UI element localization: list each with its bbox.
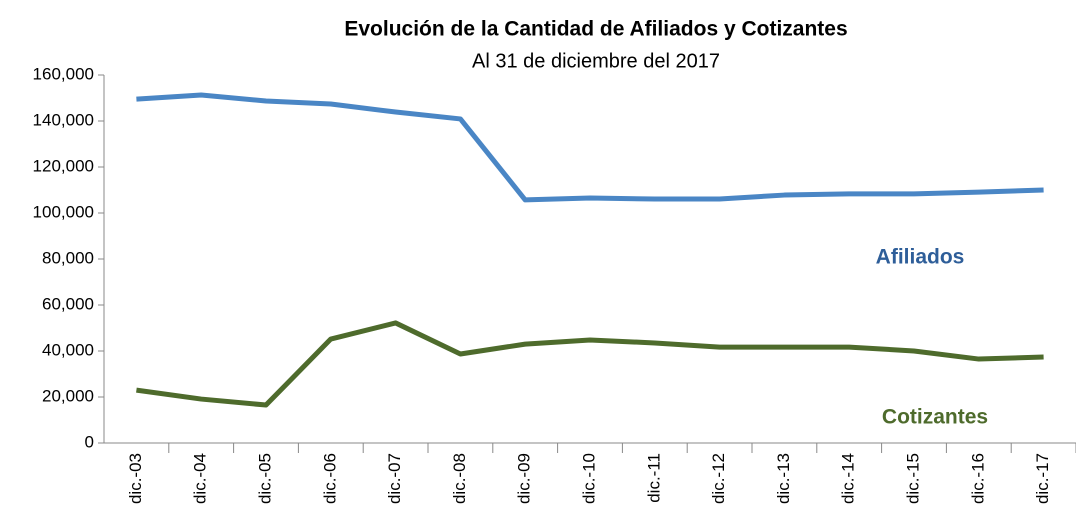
x-tick-label: dic.-17 bbox=[1033, 453, 1052, 504]
x-tick-label: dic.-15 bbox=[903, 453, 922, 504]
y-tick-label: 100,000 bbox=[33, 202, 94, 221]
x-tick-label: dic.-13 bbox=[774, 453, 793, 504]
x-tick-label: dic.-12 bbox=[709, 453, 728, 504]
x-tick-label: dic.-03 bbox=[126, 453, 145, 504]
series-line bbox=[136, 320, 1044, 408]
y-tick-label: 0 bbox=[85, 432, 94, 451]
x-tick-label: dic.-10 bbox=[579, 453, 598, 504]
x-tick-label: dic.-07 bbox=[385, 453, 404, 504]
x-tick-label: dic.-06 bbox=[320, 453, 339, 504]
x-tick-label: dic.-16 bbox=[968, 453, 987, 504]
y-tick-label: 120,000 bbox=[33, 156, 94, 175]
x-tick-label: dic.-11 bbox=[644, 453, 663, 503]
x-tick-label: dic.-14 bbox=[839, 453, 858, 504]
y-tick-label: 60,000 bbox=[42, 294, 94, 313]
chart-title: Evolución de la Cantidad de Afiliados y … bbox=[344, 18, 847, 41]
y-tick-label: 20,000 bbox=[42, 386, 94, 405]
y-tick-label: 80,000 bbox=[42, 248, 94, 267]
series-label: Cotizantes bbox=[882, 406, 988, 429]
x-tick-label: dic.-04 bbox=[191, 453, 210, 504]
chart-subtitle: Al 31 de diciembre del 2017 bbox=[472, 50, 720, 72]
series-label: Afiliados bbox=[876, 246, 965, 269]
y-tick-label: 40,000 bbox=[42, 340, 94, 359]
x-tick-label: dic.-08 bbox=[450, 453, 469, 504]
series-line bbox=[136, 92, 1044, 203]
x-tick-label: dic.-05 bbox=[255, 453, 274, 504]
y-tick-label: 160,000 bbox=[33, 64, 94, 83]
y-tick-label: 140,000 bbox=[33, 110, 94, 129]
x-tick-label: dic.-09 bbox=[515, 453, 534, 504]
